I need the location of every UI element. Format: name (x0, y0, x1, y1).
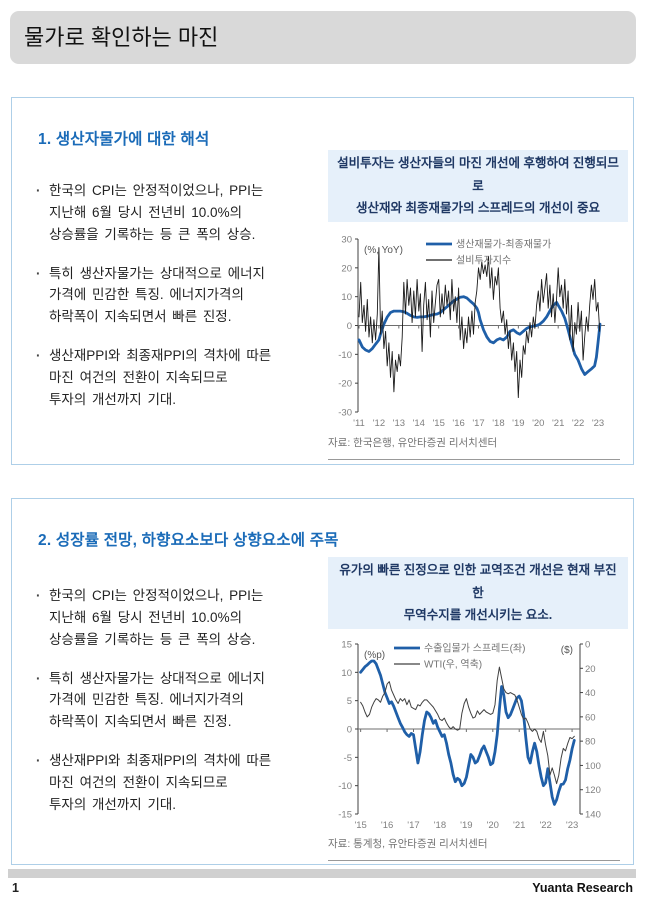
series-line-1 (360, 666, 575, 784)
trade-spread-wti-chart: 15 10 5 0 -5 -10 -15 0 20 40 60 80 100 120 140 ($) '15 '1… (338, 639, 601, 831)
section-1-title: 1. 생산자물가에 대한 해석 (38, 130, 210, 148)
svg-text:(%, YoY): (%, YoY) (364, 245, 403, 256)
svg-text:'20: '20 (532, 418, 544, 429)
series-line-0 (359, 659, 576, 806)
list-item: 한국의 CPI는 안정적이었으나, PPI는 지난해 6월 당시 전년비 10.… (36, 585, 328, 651)
svg-text:'19: '19 (512, 418, 524, 429)
svg-text:20: 20 (341, 263, 352, 274)
svg-text:-10: -10 (338, 349, 352, 360)
svg-text:10: 10 (341, 667, 352, 678)
svg-text:'16: '16 (381, 820, 393, 831)
svg-text:'16: '16 (452, 418, 464, 429)
chart-1-note: 설비투자는 생산자들의 마진 개선에 후행하여 진행되므로 생산재와 최종재물가… (328, 150, 628, 222)
svg-text:0: 0 (585, 639, 590, 650)
svg-text:30: 30 (341, 234, 352, 245)
svg-text:'11: '11 (353, 418, 365, 429)
capex-spread-chart: 30 20 10 0 -10 -20 -30'11 '12 '13 '14 '15 '16 '17 '18… (338, 234, 605, 429)
svg-text:'12: '12 (373, 418, 385, 429)
svg-text:0: 0 (347, 724, 352, 735)
chart-1-source: 자료: 한국은행, 유안타증권 리서치센터 (328, 435, 620, 460)
svg-text:'22: '22 (539, 820, 551, 831)
list-item: 특히 생산자물가는 상대적으로 에너지 가격에 민감한 특징. 에너지가격의 하… (36, 668, 328, 734)
series-line-0 (357, 294, 602, 376)
svg-text:'21: '21 (513, 820, 525, 831)
svg-text:'18: '18 (434, 820, 446, 831)
svg-text:-5: -5 (344, 752, 352, 763)
svg-text:5: 5 (347, 696, 352, 707)
svg-text:-10: -10 (338, 781, 352, 792)
svg-text:'15: '15 (354, 820, 366, 831)
svg-text:'23: '23 (566, 820, 578, 831)
legend-label: WTI(우, 역축) (424, 658, 482, 670)
section-1-bullets: 한국의 CPI는 안정적이었으나, PPI는 지난해 6월 당시 전년비 10.… (36, 180, 328, 428)
section-2-chart-column: 유가의 빠른 진정으로 인한 교역조건 개선은 현재 부진한 무역수지를 개선시… (328, 557, 628, 861)
svg-text:($): ($) (561, 645, 573, 656)
svg-text:'19: '19 (460, 820, 472, 831)
svg-text:-20: -20 (338, 378, 352, 389)
bullet-text: 한국의 CPI는 안정적이었으나, PPI는 지난해 6월 당시 전년비 10.… (49, 183, 264, 242)
section-1-chart-column: 설비투자는 생산자들의 마진 개선에 후행하여 진행되므로 생산재와 최종재물가… (328, 150, 628, 460)
chart-2-note: 유가의 빠른 진정으로 인한 교역조건 개선은 현재 부진한 무역수지를 개선시… (328, 557, 628, 629)
list-item: 생산재PPI와 최종재PPI의 격차에 따른 마진 여건의 전환이 지속되므로 … (36, 750, 328, 816)
legend-label: 생산재물가-최종재물가 (456, 238, 551, 250)
svg-text:140: 140 (585, 809, 601, 820)
svg-text:'14: '14 (413, 418, 425, 429)
section-2-bullets: 한국의 CPI는 안정적이었으나, PPI는 지난해 6월 당시 전년비 10.… (36, 585, 328, 833)
svg-text:60: 60 (585, 712, 596, 723)
footer-divider-bar (8, 869, 636, 878)
legend-label: 수출입물가 스프레드(좌) (424, 641, 525, 654)
page-title: 물가로 확인하는 마진 (10, 11, 636, 64)
section-2-title: 2. 성장률 전망, 하향요소보다 상향요소에 주목 (38, 531, 339, 549)
chart-2-source: 자료: 통계청, 유안타증권 리서치센터 (328, 836, 620, 861)
bullet-text: 생산재PPI와 최종재PPI의 격차에 따른 마진 여건의 전환이 지속되므로 … (49, 753, 272, 812)
svg-text:'22: '22 (572, 418, 584, 429)
list-item: 한국의 CPI는 안정적이었으나, PPI는 지난해 6월 당시 전년비 10.… (36, 180, 328, 246)
page-number: 1 (12, 881, 19, 895)
svg-text:'17: '17 (472, 418, 484, 429)
series-line-1 (358, 246, 601, 398)
svg-text:80: 80 (585, 736, 596, 747)
list-item: 생산재PPI와 최종재PPI의 격차에 따른 마진 여건의 전환이 지속되므로 … (36, 345, 328, 411)
svg-text:'23: '23 (592, 418, 604, 429)
svg-text:10: 10 (341, 292, 352, 303)
list-item: 특히 생산자물가는 상대적으로 에너지 가격에 민감한 특징. 에너지가격의 하… (36, 263, 328, 329)
svg-text:15: 15 (341, 639, 352, 650)
bullet-text: 특히 생산자물가는 상대적으로 에너지 가격에 민감한 특징. 에너지가격의 하… (49, 265, 265, 325)
svg-text:'21: '21 (552, 418, 564, 429)
svg-text:0: 0 (347, 321, 352, 332)
svg-text:'18: '18 (492, 418, 504, 429)
section-2-panel: 2. 성장률 전망, 하향요소보다 상향요소에 주목 한국의 CPI는 안정적이… (11, 498, 634, 865)
svg-text:(%p): (%p) (364, 650, 385, 661)
svg-text:'20: '20 (487, 820, 499, 831)
svg-text:40: 40 (585, 688, 596, 699)
brand-label: Yuanta Research (532, 881, 633, 895)
svg-text:'15: '15 (432, 418, 444, 429)
svg-text:120: 120 (585, 785, 601, 796)
svg-text:'13: '13 (393, 418, 405, 429)
svg-text:100: 100 (585, 760, 601, 771)
bullet-text: 한국의 CPI는 안정적이었으나, PPI는 지난해 6월 당시 전년비 10.… (49, 588, 264, 647)
svg-text:20: 20 (585, 663, 596, 674)
svg-text:-15: -15 (338, 809, 352, 820)
bullet-text: 생산재PPI와 최종재PPI의 격차에 따른 마진 여건의 전환이 지속되므로 … (49, 348, 272, 407)
legend-label: 설비투자지수 (456, 254, 511, 266)
section-1-panel: 1. 생산자물가에 대한 해석 한국의 CPI는 안정적이었으나, PPI는 지… (11, 97, 634, 465)
svg-text:-30: -30 (338, 407, 352, 418)
bullet-text: 특히 생산자물가는 상대적으로 에너지 가격에 민감한 특징. 에너지가격의 하… (49, 670, 265, 730)
svg-text:'17: '17 (407, 820, 419, 831)
